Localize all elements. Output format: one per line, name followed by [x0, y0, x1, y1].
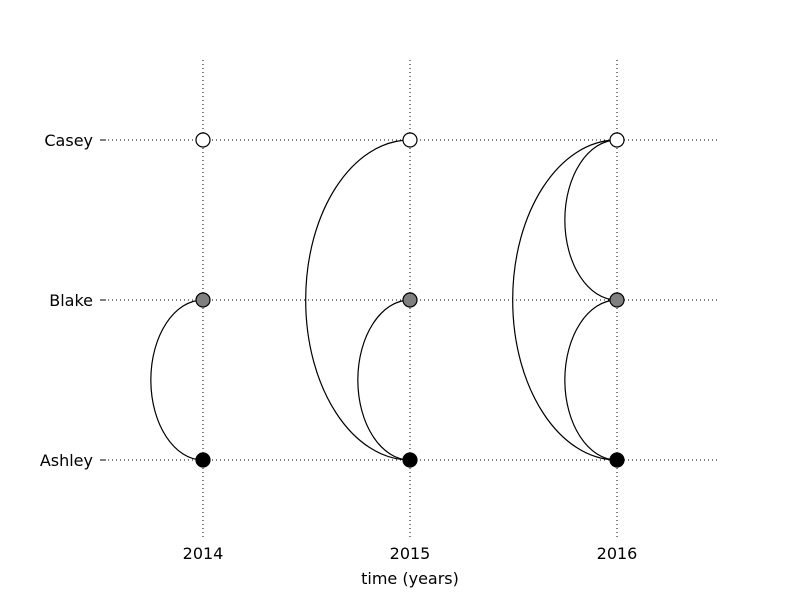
link-2016-ashley-blake	[564, 299, 618, 461]
node-ashley-2015	[402, 452, 418, 468]
x-tick-label-2015: 2015	[390, 544, 431, 563]
node-blake-2015	[402, 292, 418, 308]
link-2016-ashley-casey	[512, 139, 618, 461]
node-ashley-2016	[609, 452, 625, 468]
link-2014-ashley-blake	[150, 299, 204, 461]
link-layer	[150, 139, 618, 461]
node-casey-2015	[402, 132, 418, 148]
link-2016-blake-casey	[564, 139, 618, 301]
node-casey-2016	[609, 132, 625, 148]
tick-layer	[100, 139, 106, 461]
x-axis-label: time (years)	[361, 569, 459, 588]
y-tick-label-casey: Casey	[44, 131, 93, 150]
y-tick-label-ashley: Ashley	[40, 451, 93, 470]
node-layer	[195, 132, 625, 468]
node-blake-2016	[609, 292, 625, 308]
node-casey-2014	[195, 132, 211, 148]
link-2015-ashley-blake	[357, 299, 411, 461]
label-layer: 2014 2015 2016 Ashley Blake Casey	[40, 131, 638, 563]
x-tick-label-2016: 2016	[597, 544, 638, 563]
y-tick-label-blake: Blake	[49, 291, 93, 310]
node-blake-2014	[195, 292, 211, 308]
link-2015-ashley-casey	[305, 139, 411, 461]
x-tick-label-2014: 2014	[183, 544, 224, 563]
node-ashley-2014	[195, 452, 211, 468]
